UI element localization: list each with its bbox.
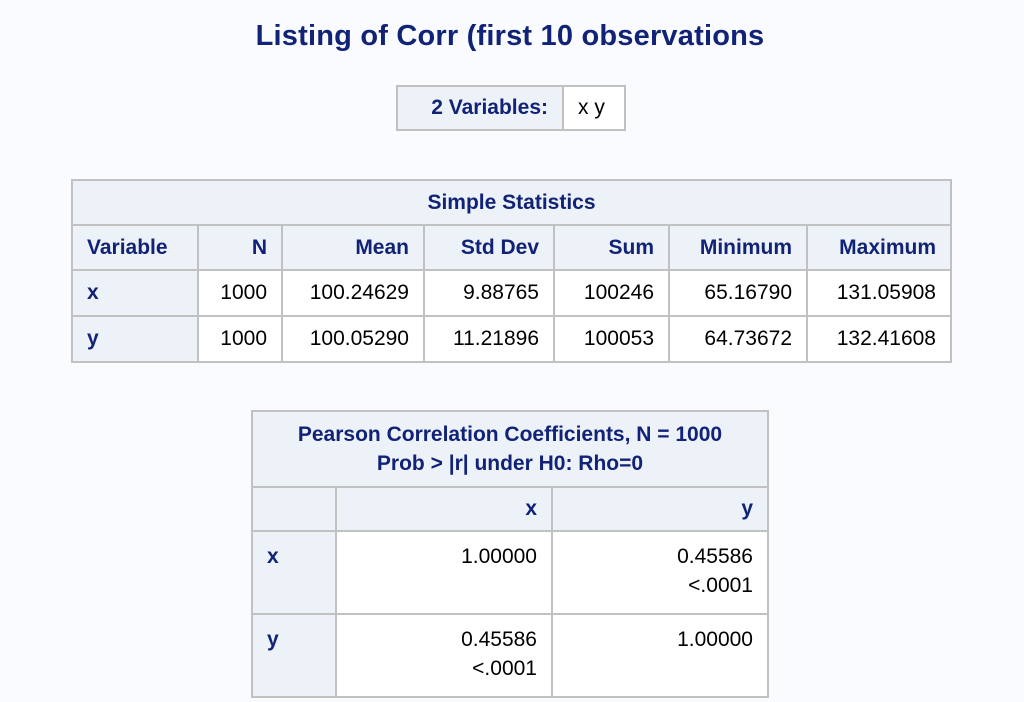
column-header-variable: Variable [71,224,199,271]
correlation-cell: 0.45586 <.0001 [551,530,769,615]
column-header-std-dev: Std Dev [423,224,555,271]
variables-value: x y [562,85,626,131]
column-header-minimum: Minimum [668,224,808,271]
table-cell: 11.21896 [423,315,555,363]
table-cell: 100.05290 [281,315,425,363]
pearson-caption-line2: Prob > |r| under H0: Rho=0 [376,452,644,475]
column-header-y: y [551,486,769,532]
correlation-coefficient: 1.00000 [461,545,537,568]
corner-header [251,486,337,532]
correlation-probability: <.0001 [472,657,537,680]
table-cell: 100.24629 [281,269,425,317]
table-row: y 0.45586 <.0001 1.00000 [251,613,769,698]
row-header-y: y [71,315,199,363]
simple-statistics-caption: Simple Statistics [71,179,952,226]
table-cell: 132.41608 [806,315,952,363]
correlation-coefficient: 1.00000 [677,628,753,651]
table-cell: 1000 [197,269,283,317]
correlation-cell: 1.00000 [335,530,553,615]
pearson-caption-line1: Pearson Correlation Coefficients, N = 10… [297,423,723,446]
correlation-coefficient: 0.45586 [461,628,537,651]
table-header-row: x y [251,486,769,532]
column-header-sum: Sum [553,224,670,271]
pearson-correlation-table: Pearson Correlation Coefficients, N = 10… [251,410,769,698]
row-header-x: x [71,269,199,317]
pearson-caption: Pearson Correlation Coefficients, N = 10… [251,410,769,488]
table-row: x 1.00000 0.45586 <.0001 [251,530,769,615]
table-cell: 64.73672 [668,315,808,363]
simple-statistics-table: Simple Statistics Variable N Mean Std De… [71,179,952,363]
column-header-x: x [335,486,553,532]
column-header-maximum: Maximum [806,224,952,271]
table-cell: 65.16790 [668,269,808,317]
correlation-probability: <.0001 [688,574,753,597]
table-cell: 1000 [197,315,283,363]
table-cell: 100053 [553,315,670,363]
table-row: y 1000 100.05290 11.21896 100053 64.7367… [71,315,952,363]
table-header-row: Variable N Mean Std Dev Sum Minimum Maxi… [71,224,952,271]
variables-table: 2 Variables: x y [396,85,626,131]
correlation-coefficient: 0.45586 [677,545,753,568]
table-cell: 131.05908 [806,269,952,317]
table-row: x 1000 100.24629 9.88765 100246 65.16790… [71,269,952,317]
variables-label: 2 Variables: [396,85,564,131]
table-cell: 9.88765 [423,269,555,317]
table-cell: 100246 [553,269,670,317]
row-header-y: y [251,613,337,698]
column-header-mean: Mean [281,224,425,271]
column-header-n: N [197,224,283,271]
correlation-cell: 0.45586 <.0001 [335,613,553,698]
row-header-x: x [251,530,337,615]
correlation-cell: 1.00000 [551,613,769,698]
page-title: Listing of Corr (first 10 observations [255,20,765,52]
